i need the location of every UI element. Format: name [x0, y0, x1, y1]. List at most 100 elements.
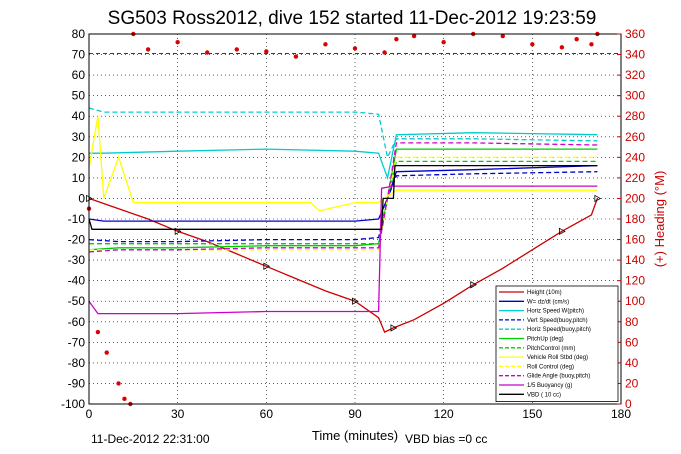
heading-point: [293, 54, 299, 59]
heading-point: [382, 50, 387, 55]
heading-point: [352, 46, 358, 51]
heading-point: [205, 50, 210, 55]
heading-point: [234, 47, 239, 52]
y-tick-label: 10: [72, 171, 86, 185]
y2-tick-label: 180: [625, 212, 645, 226]
height-marker: [390, 324, 398, 332]
legend-label: Glide Angle (buoy,pitch): [527, 374, 590, 380]
series-w-dz-dt-cm-s: [88, 164, 598, 222]
x-tick-label: 90: [348, 407, 362, 421]
y2-tick-label: 80: [625, 315, 639, 329]
heading-point: [323, 42, 328, 47]
series-line: [88, 164, 598, 230]
series-1-5-buoyancy-g: [88, 185, 598, 315]
y-tick-label: -80: [68, 356, 86, 370]
legend-label: Roll Control (deg): [527, 364, 574, 370]
x-tick-label: 30: [171, 407, 185, 421]
y-tick-label: -20: [68, 233, 86, 247]
height-marker: [263, 262, 271, 270]
series-roll-control-deg: [89, 156, 598, 251]
y-tick-label: 30: [72, 130, 86, 144]
legend-label: Horiz Speed(buoy,pitch): [527, 327, 591, 333]
y2-tick-label: 60: [625, 335, 639, 349]
x-tick-label: 120: [434, 407, 454, 421]
y2-tick-label: 40: [625, 356, 639, 370]
y-tick-label: 70: [72, 48, 86, 62]
y2-tick-label: 320: [625, 68, 645, 82]
y2-tick-label: 0: [625, 397, 632, 411]
series-vehicle-roll-stbd-deg: [88, 116, 598, 212]
series-vert-speed-buoy-pitch: [88, 171, 598, 243]
heading-point: [264, 49, 269, 54]
heading-point: [145, 47, 151, 52]
series-glide-angle-buoy-pitch: [88, 142, 598, 253]
y-tick-label: 80: [72, 27, 86, 41]
heading-point: [574, 36, 579, 42]
legend-label: PitchControl (mm): [527, 346, 575, 352]
height-marker: [594, 194, 602, 203]
series-line: [89, 160, 598, 245]
heading-point: [411, 33, 417, 39]
y-tick-label: -90: [68, 376, 86, 390]
legend-label: W= dz/dt (cm/s): [527, 299, 569, 305]
y2-tick-label: 140: [625, 253, 645, 267]
series-line: [88, 185, 598, 315]
y2-tick-label: 300: [625, 89, 645, 103]
series-horiz-speed-w-pitch: [89, 132, 598, 181]
series-pitchcontrol-mm: [89, 160, 598, 245]
x-axis-label: Time (minutes): [312, 428, 398, 443]
y2-tick-label: 20: [625, 376, 639, 390]
series-line: [88, 197, 599, 333]
y-tick-label: -10: [68, 212, 86, 226]
legend-label: 1/5 Buoyancy (g): [527, 383, 572, 389]
heading-point: [104, 350, 109, 355]
y2-axis-label: (+) Heading (°M): [652, 171, 667, 268]
y2-tick-label: 280: [625, 109, 645, 123]
x-tick-label: 0: [86, 407, 93, 421]
y-tick-label: -70: [68, 335, 86, 349]
chart-title: SG503 Ross2012, dive 152 started 11-Dec-…: [108, 8, 597, 29]
series-pitchup-deg: [88, 148, 598, 251]
legend-label: VBD ( 10 cc): [527, 392, 561, 398]
height-marker: [470, 281, 478, 289]
heading-point: [175, 40, 180, 45]
y2-tick-label: 220: [625, 171, 645, 185]
footer-timestamp: 11-Dec-2012 22:31:00: [91, 432, 210, 446]
legend-label: Horiz Speed W(pitch): [527, 309, 584, 315]
series-layer: [86, 31, 602, 407]
legend-box: [495, 285, 619, 402]
y-tick-label: 40: [72, 109, 86, 123]
axis-ticks: 0 30 60 90 120 150 18080706050403020100-10-20-…: [61, 27, 645, 421]
footer-vbd-bias: VBD bias =0 cc: [405, 432, 487, 446]
y2-tick-label: 120: [625, 274, 645, 288]
series-line: [88, 142, 598, 253]
y-tick-label: -60: [68, 315, 86, 329]
legend-label: PitchUp (deg): [527, 337, 564, 343]
legend: Height (10m) W= dz/dt (cm/s) Horiz Speed W…: [495, 285, 619, 402]
heading-point: [500, 33, 505, 39]
y2-tick-label: 240: [625, 150, 645, 164]
y-tick-label: -40: [68, 274, 86, 288]
height-marker: [352, 297, 359, 305]
heading-point: [559, 45, 565, 50]
series-line: [88, 164, 598, 222]
legend-label: Vehicle Roll Stbd (deg): [527, 355, 588, 361]
y-tick-label: -50: [68, 294, 86, 308]
heading-point: [530, 42, 535, 47]
height-marker: [558, 227, 566, 236]
series-line: [88, 116, 598, 212]
x-tick-label: 150: [522, 407, 542, 421]
y2-tick-label: 200: [625, 191, 645, 205]
y-tick-label: 50: [72, 89, 86, 103]
series-line: [88, 171, 598, 243]
series-line: [88, 107, 598, 160]
y-tick-label: 20: [72, 150, 86, 164]
y2-tick-label: 360: [625, 27, 645, 41]
x-tick-label: 180: [611, 407, 631, 421]
y2-tick-label: 340: [625, 48, 645, 62]
heading-point: [394, 36, 399, 42]
y2-tick-label: 100: [625, 294, 645, 308]
series-vbd-10-cc: [88, 164, 598, 230]
series-horiz-speed-buoy-pitch: [88, 107, 598, 160]
